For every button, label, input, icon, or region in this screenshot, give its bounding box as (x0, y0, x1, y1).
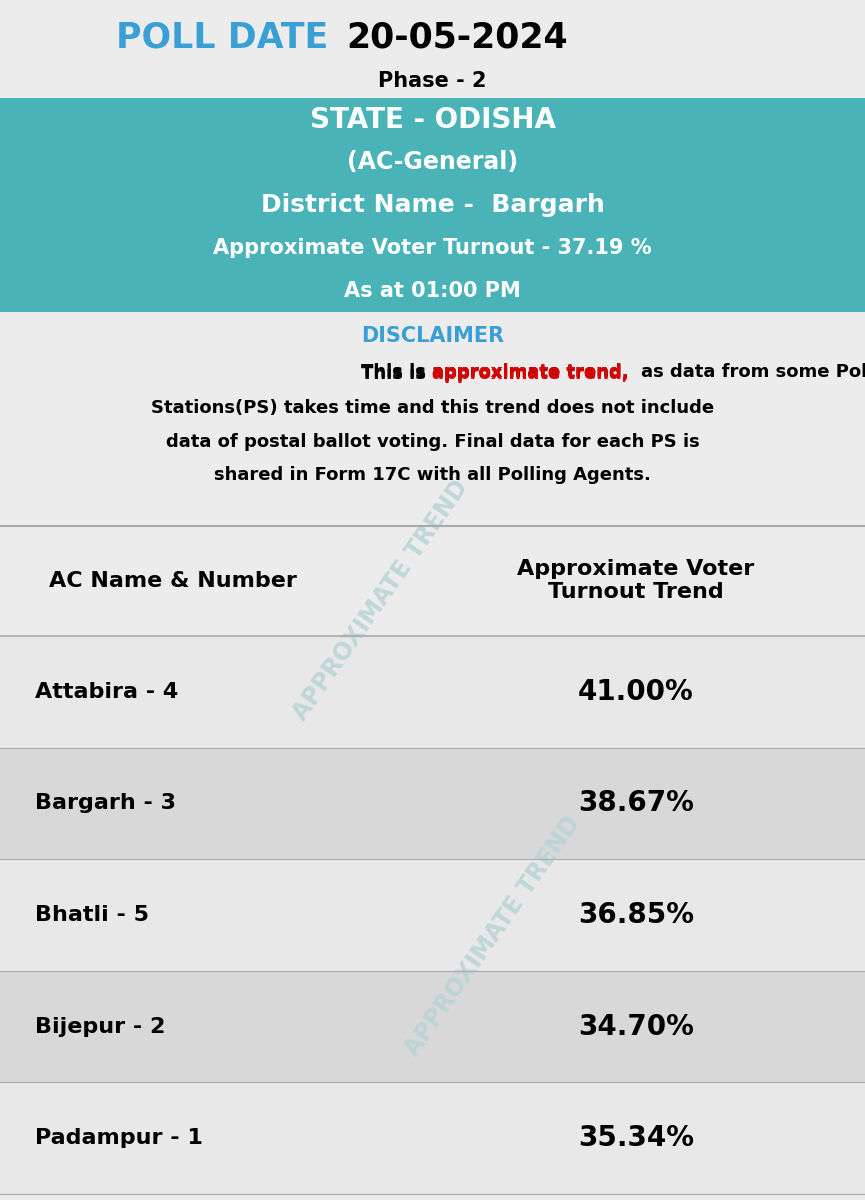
Text: 41.00%: 41.00% (578, 678, 694, 706)
FancyBboxPatch shape (0, 971, 865, 1082)
FancyBboxPatch shape (0, 0, 865, 98)
FancyBboxPatch shape (0, 526, 865, 636)
Text: shared in Form 17C with all Polling Agents.: shared in Form 17C with all Polling Agen… (214, 466, 651, 484)
Text: data of postal ballot voting. Final data for each PS is: data of postal ballot voting. Final data… (165, 432, 700, 450)
Text: Padampur - 1: Padampur - 1 (35, 1128, 202, 1148)
Text: Approximate Voter Turnout - 37.19 %: Approximate Voter Turnout - 37.19 % (213, 238, 652, 258)
Text: POLL DATE: POLL DATE (117, 20, 329, 54)
FancyBboxPatch shape (0, 748, 865, 859)
Text: DISCLAIMER: DISCLAIMER (361, 326, 504, 346)
FancyBboxPatch shape (0, 312, 865, 526)
Text: APPROXIMATE TREND: APPROXIMATE TREND (400, 811, 586, 1061)
Text: 35.34%: 35.34% (578, 1124, 694, 1152)
Text: APPROXIMATE TREND: APPROXIMATE TREND (288, 475, 473, 725)
Text: 20-05-2024: 20-05-2024 (346, 20, 567, 54)
Text: 36.85%: 36.85% (578, 901, 694, 929)
Text: Stations(PS) takes time and this trend does not include: Stations(PS) takes time and this trend d… (151, 398, 714, 416)
FancyBboxPatch shape (0, 1082, 865, 1194)
Text: approximate trend,: approximate trend, (432, 365, 629, 384)
Text: Attabira - 4: Attabira - 4 (35, 682, 178, 702)
Text: 38.67%: 38.67% (578, 790, 694, 817)
FancyBboxPatch shape (0, 859, 865, 971)
Text: approximate trend,: approximate trend, (432, 364, 629, 382)
Text: District Name -  Bargarh: District Name - Bargarh (260, 193, 605, 217)
Text: 34.70%: 34.70% (578, 1013, 694, 1040)
Text: approximate trend,  as data from some Polling: approximate trend, as data from some Pol… (432, 364, 865, 382)
Text: STATE - ODISHA: STATE - ODISHA (310, 106, 555, 133)
Text: Bargarh - 3: Bargarh - 3 (35, 793, 176, 814)
FancyBboxPatch shape (0, 98, 865, 312)
Text: This is: This is (362, 365, 432, 384)
Text: As at 01:00 PM: As at 01:00 PM (344, 281, 521, 301)
Text: This is: This is (362, 364, 432, 382)
Text: Bijepur - 2: Bijepur - 2 (35, 1016, 165, 1037)
FancyBboxPatch shape (0, 636, 865, 748)
Text: AC Name & Number: AC Name & Number (48, 571, 297, 590)
Text: Phase - 2: Phase - 2 (378, 71, 487, 91)
Text: Approximate Voter
Turnout Trend: Approximate Voter Turnout Trend (517, 559, 754, 602)
Text: (AC-General): (AC-General) (347, 150, 518, 174)
Text: Bhatli - 5: Bhatli - 5 (35, 905, 149, 925)
